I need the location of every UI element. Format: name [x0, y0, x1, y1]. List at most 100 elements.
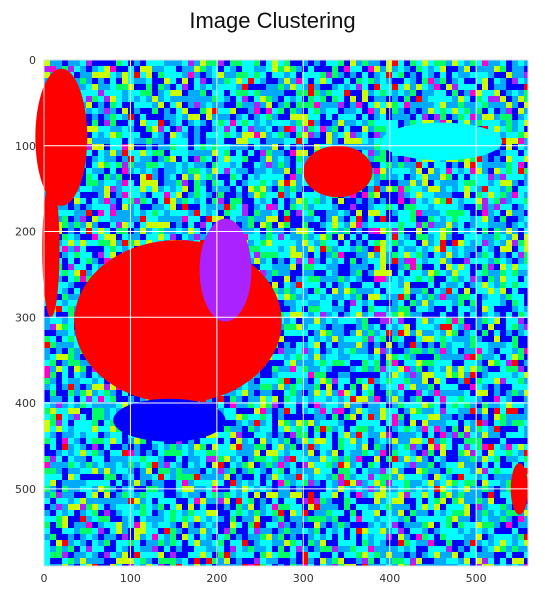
raster-cell: [176, 90, 182, 96]
raster-cell: [428, 216, 434, 222]
raster-cell: [494, 174, 500, 180]
raster-cell: [158, 138, 164, 144]
raster-cell: [470, 216, 476, 222]
raster-cell: [476, 84, 482, 90]
raster-cell: [92, 132, 98, 138]
raster-cell: [260, 138, 266, 144]
raster-cell: [440, 180, 446, 186]
raster-cell: [266, 156, 272, 162]
raster-cell: [254, 396, 260, 402]
raster-cell: [290, 204, 296, 210]
raster-cell: [368, 228, 374, 234]
raster-cell: [362, 288, 368, 294]
raster-cell: [506, 72, 512, 78]
raster-cell: [218, 402, 224, 408]
raster-cell: [332, 60, 338, 66]
raster-cell: [206, 216, 212, 222]
raster-cell: [518, 210, 524, 216]
raster-cell: [170, 228, 176, 234]
raster-cell: [140, 72, 146, 78]
raster-cell: [290, 72, 296, 78]
raster-cell: [500, 234, 506, 240]
raster-cell: [194, 156, 200, 162]
raster-cell: [338, 426, 344, 432]
raster-cell: [320, 270, 326, 276]
raster-cell: [338, 72, 344, 78]
raster-cell: [524, 84, 528, 90]
raster-cell: [110, 132, 116, 138]
raster-cell: [128, 150, 134, 156]
raster-cell: [374, 138, 380, 144]
raster-cell: [206, 150, 212, 156]
raster-cell: [488, 180, 494, 186]
raster-cell: [56, 270, 62, 276]
raster-cell: [440, 276, 446, 282]
raster-cell: [338, 408, 344, 414]
raster-cell: [398, 390, 404, 396]
raster-cell: [494, 156, 500, 162]
raster-cell: [494, 324, 500, 330]
raster-cell: [158, 150, 164, 156]
raster-cell: [392, 162, 398, 168]
raster-cell: [344, 348, 350, 354]
raster-cell: [50, 330, 56, 336]
raster-cell: [272, 426, 278, 432]
raster-cell: [350, 114, 356, 120]
raster-cell: [404, 288, 410, 294]
raster-cell: [410, 264, 416, 270]
raster-cell: [440, 252, 446, 258]
raster-cell: [236, 390, 242, 396]
raster-cell: [398, 378, 404, 384]
raster-cell: [176, 96, 182, 102]
raster-cell: [344, 414, 350, 420]
raster-cell: [194, 180, 200, 186]
raster-cell: [254, 240, 260, 246]
raster-cell: [320, 276, 326, 282]
raster-cell: [440, 306, 446, 312]
raster-cell: [272, 246, 278, 252]
raster-cell: [392, 402, 398, 408]
raster-cell: [356, 126, 362, 132]
raster-cell: [212, 198, 218, 204]
raster-cell: [302, 324, 308, 330]
raster-cell: [110, 150, 116, 156]
raster-cell: [494, 84, 500, 90]
raster-cell: [74, 270, 80, 276]
raster-cell: [464, 420, 470, 426]
raster-cell: [302, 300, 308, 306]
raster-cell: [380, 234, 386, 240]
raster-cell: [380, 372, 386, 378]
raster-cell: [152, 84, 158, 90]
raster-cell: [302, 306, 308, 312]
raster-cell: [392, 354, 398, 360]
raster-cell: [314, 78, 320, 84]
raster-cell: [518, 156, 524, 162]
raster-cell: [446, 408, 452, 414]
raster-cell: [44, 66, 50, 72]
raster-cell: [218, 72, 224, 78]
raster-cell: [272, 240, 278, 246]
raster-cell: [314, 426, 320, 432]
raster-cell: [296, 306, 302, 312]
raster-cell: [428, 378, 434, 384]
raster-cell: [278, 216, 284, 222]
raster-cell: [374, 216, 380, 222]
raster-cell: [512, 222, 518, 228]
raster-cell: [362, 270, 368, 276]
raster-cell: [248, 420, 254, 426]
raster-cell: [338, 330, 344, 336]
raster-cell: [308, 324, 314, 330]
raster-cell: [50, 408, 56, 414]
raster-cell: [440, 264, 446, 270]
raster-cell: [416, 378, 422, 384]
raster-cell: [326, 318, 332, 324]
raster-cell: [458, 90, 464, 96]
raster-cell: [74, 420, 80, 426]
raster-cell: [296, 252, 302, 258]
raster-cell: [494, 264, 500, 270]
raster-cell: [104, 108, 110, 114]
raster-cell: [416, 156, 422, 162]
raster-cell: [74, 210, 80, 216]
raster-cell: [302, 426, 308, 432]
raster-cell: [74, 60, 80, 66]
